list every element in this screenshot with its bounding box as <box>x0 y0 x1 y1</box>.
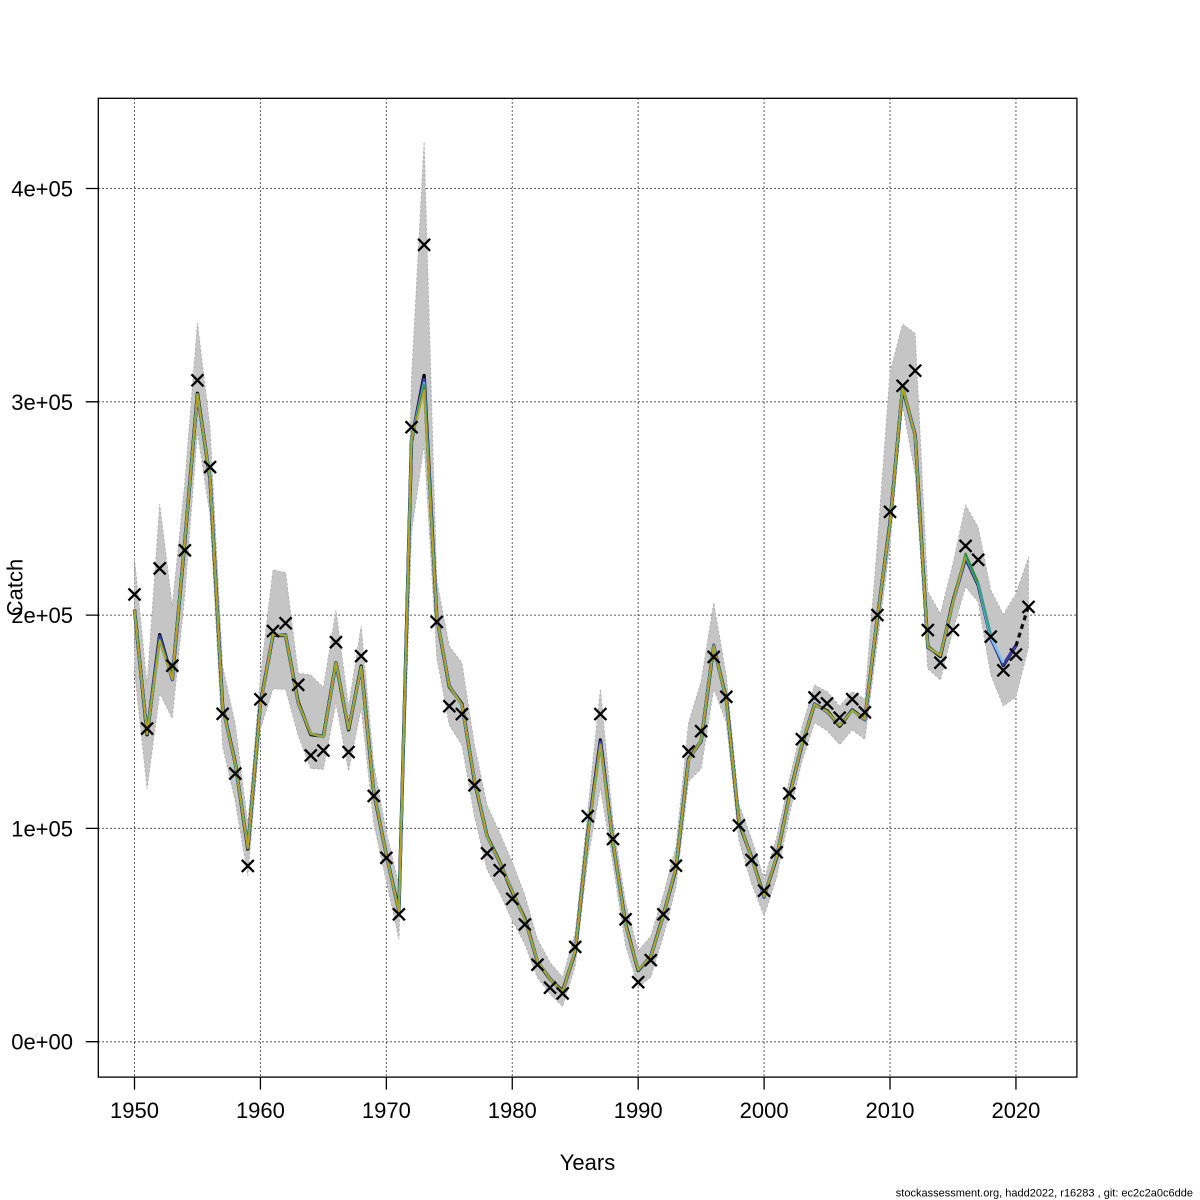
svg-text:1e+05: 1e+05 <box>11 816 73 841</box>
svg-text:1960: 1960 <box>236 1098 285 1123</box>
svg-text:Catch: Catch <box>3 559 28 616</box>
svg-text:stockassessment.org, hadd2022,: stockassessment.org, hadd2022, r16283 , … <box>896 1188 1193 1200</box>
svg-text:2020: 2020 <box>991 1098 1040 1123</box>
svg-text:1990: 1990 <box>614 1098 663 1123</box>
svg-text:1970: 1970 <box>362 1098 411 1123</box>
svg-text:1980: 1980 <box>488 1098 537 1123</box>
svg-text:0e+00: 0e+00 <box>11 1030 73 1055</box>
svg-text:4e+05: 4e+05 <box>11 177 73 202</box>
svg-text:2010: 2010 <box>866 1098 915 1123</box>
svg-text:1950: 1950 <box>110 1098 159 1123</box>
svg-text:Years: Years <box>560 1150 615 1175</box>
svg-text:2e+05: 2e+05 <box>11 603 73 628</box>
svg-text:2000: 2000 <box>740 1098 789 1123</box>
svg-text:3e+05: 3e+05 <box>11 390 73 415</box>
